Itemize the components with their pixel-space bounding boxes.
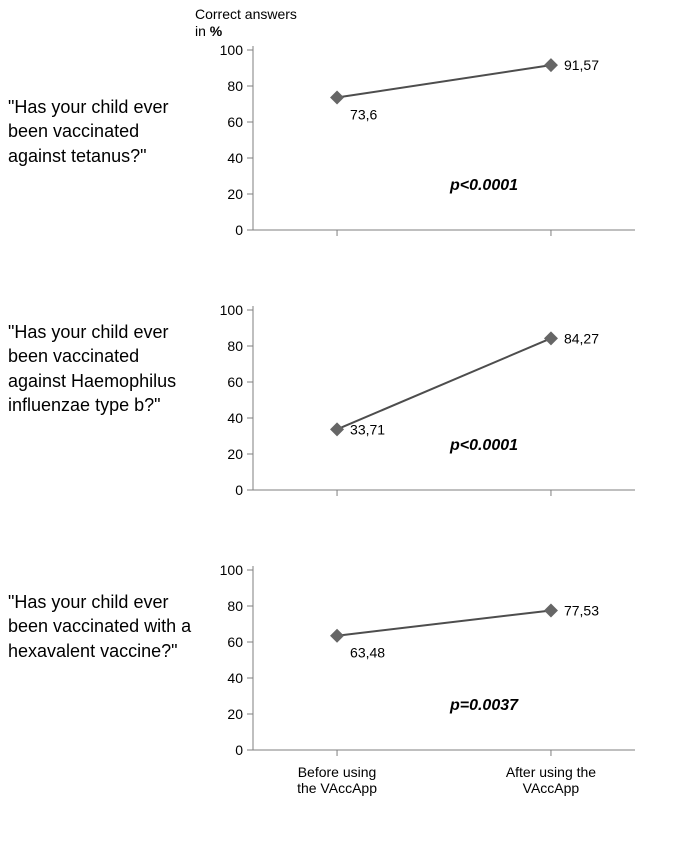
y-tick-label: 40 [227,150,243,166]
p-value: p=0.0037 [449,697,519,714]
y-tick-label: 80 [227,598,243,614]
y-tick-label: 60 [227,634,243,650]
yaxis-title-pct: % [210,23,222,39]
y-tick-label: 80 [227,338,243,354]
yaxis-title-line2: in [195,23,210,39]
chart-panel: 0 20 40 60 80 100 73,6 91,57 p<0.0001 [205,40,640,240]
value-label: 73,6 [350,107,377,123]
value-label: 63,48 [350,645,385,661]
data-marker [330,629,344,643]
y-tick-label: 80 [227,78,243,94]
chart-panel: 0 20 40 60 80 100 33,71 84,27 p<0.0001 [205,300,640,500]
p-value: p<0.0001 [449,177,518,194]
data-marker [544,58,558,72]
yaxis-title: Correct answersin % [195,6,315,40]
chart-svg: 0 20 40 60 80 100 63,48 77,53 p=0.0037 [205,560,640,760]
yaxis-title-line1: Correct answers [195,6,297,22]
chart-svg: 0 20 40 60 80 100 73,6 91,57 p<0.0001 [205,40,640,240]
value-label: 84,27 [564,330,599,346]
data-marker [544,331,558,345]
y-tick-label: 100 [220,42,244,58]
data-marker [330,422,344,436]
y-tick-label: 100 [220,562,244,578]
y-tick-label: 0 [235,742,243,758]
y-tick-label: 100 [220,302,244,318]
y-tick-label: 40 [227,670,243,686]
chart-panel: 0 20 40 60 80 100 63,48 77,53 p=0.0037 [205,560,640,760]
chart-svg: 0 20 40 60 80 100 33,71 84,27 p<0.0001 [205,300,640,500]
value-label: 33,71 [350,421,385,437]
x-category-label: After using theVAccApp [471,764,631,796]
x-category-label: Before usingthe VAccApp [257,764,417,796]
question-text: "Has your child ever been vaccinated aga… [8,320,193,417]
y-tick-label: 0 [235,222,243,238]
value-label: 77,53 [564,602,599,618]
data-marker [544,603,558,617]
y-tick-label: 20 [227,706,243,722]
question-text: "Has your child ever been vaccinated wit… [8,590,193,663]
data-line [337,65,551,97]
data-line [337,338,551,429]
y-tick-label: 20 [227,446,243,462]
y-tick-label: 40 [227,410,243,426]
question-text: "Has your child ever been vaccinated aga… [8,95,193,168]
y-tick-label: 60 [227,374,243,390]
value-label: 91,57 [564,57,599,73]
y-tick-label: 60 [227,114,243,130]
y-tick-label: 0 [235,482,243,498]
data-marker [330,91,344,105]
data-line [337,610,551,635]
y-tick-label: 20 [227,186,243,202]
p-value: p<0.0001 [449,437,518,454]
